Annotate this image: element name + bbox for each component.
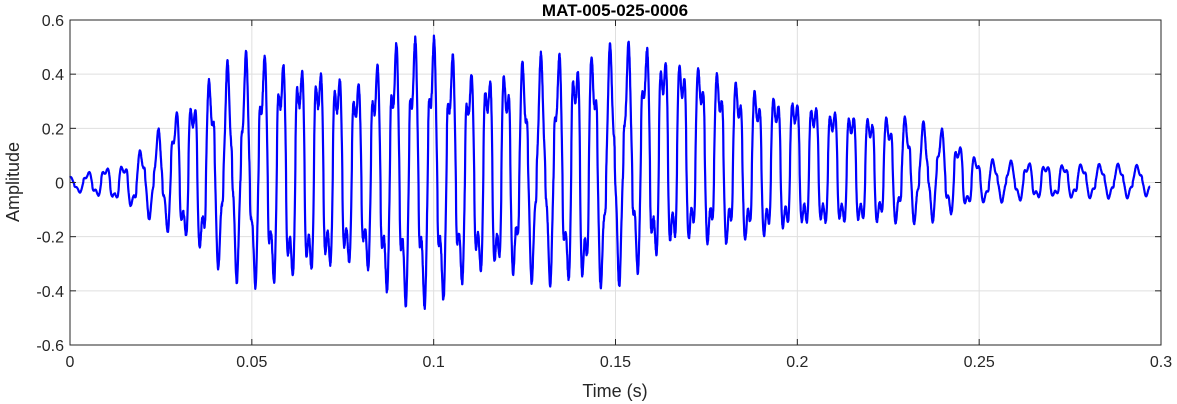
- y-tick-label: 0.6: [42, 13, 64, 30]
- x-tick-label: 0.25: [964, 354, 995, 371]
- signal-line: [69, 34, 1151, 310]
- x-tick-label: 0.15: [600, 354, 631, 371]
- x-tick-label: 0.1: [423, 354, 445, 371]
- y-tick-label: -0.2: [36, 230, 64, 247]
- y-tick-label: 0.4: [42, 67, 64, 84]
- y-tick-label: 0: [55, 176, 64, 193]
- signal-line-group: [69, 34, 1151, 310]
- x-axis-label: Time (s): [582, 381, 647, 401]
- chart-title: MAT-005-025-0006: [542, 1, 688, 20]
- x-tick-label: 0.05: [236, 354, 267, 371]
- x-tick-label: 0.3: [1150, 354, 1172, 371]
- y-tick-label: 0.2: [42, 121, 64, 138]
- x-tick-label: 0: [66, 354, 75, 371]
- y-axis-ticks: -0.6 -0.4 -0.2 0 0.2 0.4 0.6: [36, 13, 1161, 355]
- y-axis-label: Amplitude: [3, 142, 23, 222]
- y-tick-label: -0.6: [36, 338, 64, 355]
- x-tick-label: 0.2: [786, 354, 808, 371]
- x-axis-ticks: 0 0.05 0.1 0.15 0.2 0.25 0.3: [66, 20, 1172, 371]
- y-tick-label: -0.4: [36, 284, 64, 301]
